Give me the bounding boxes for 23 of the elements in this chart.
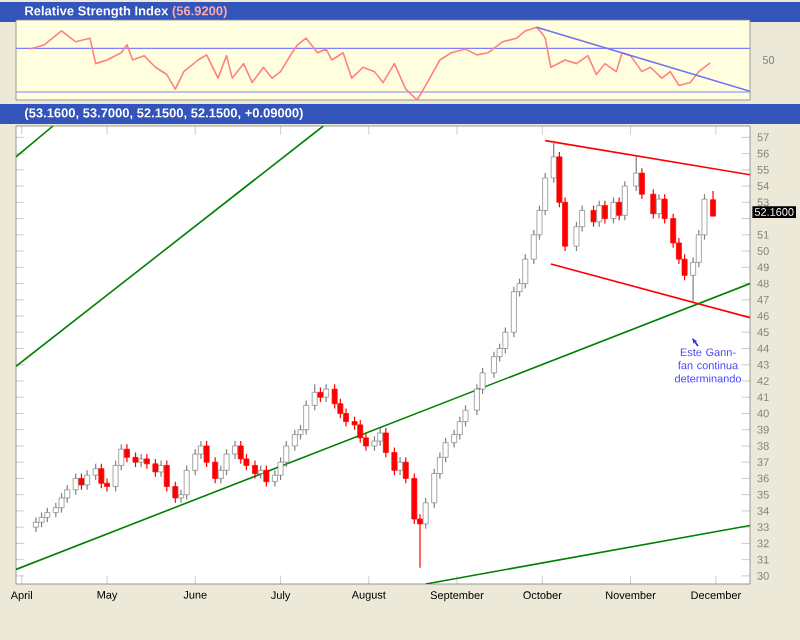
candlestick bbox=[98, 463, 105, 489]
candlestick bbox=[610, 196, 617, 225]
candlestick bbox=[331, 383, 338, 410]
candlestick bbox=[590, 204, 597, 228]
candlestick bbox=[72, 472, 79, 496]
candlestick bbox=[58, 492, 65, 514]
candlestick bbox=[237, 440, 244, 465]
candlestick bbox=[638, 167, 645, 200]
candlestick bbox=[33, 516, 39, 533]
candlestick bbox=[491, 351, 497, 379]
candlestick bbox=[710, 190, 716, 217]
candlestick bbox=[650, 188, 657, 220]
candlestick bbox=[263, 464, 270, 488]
candlestick bbox=[84, 469, 91, 491]
candlestick bbox=[616, 196, 623, 221]
candlestick bbox=[656, 193, 662, 220]
candlestick bbox=[596, 200, 603, 228]
candlestick bbox=[633, 156, 640, 192]
candlestick bbox=[602, 200, 608, 225]
candlestick bbox=[357, 419, 364, 444]
candlestick bbox=[303, 399, 310, 436]
candlestick bbox=[621, 180, 628, 221]
candlestick bbox=[223, 448, 230, 476]
